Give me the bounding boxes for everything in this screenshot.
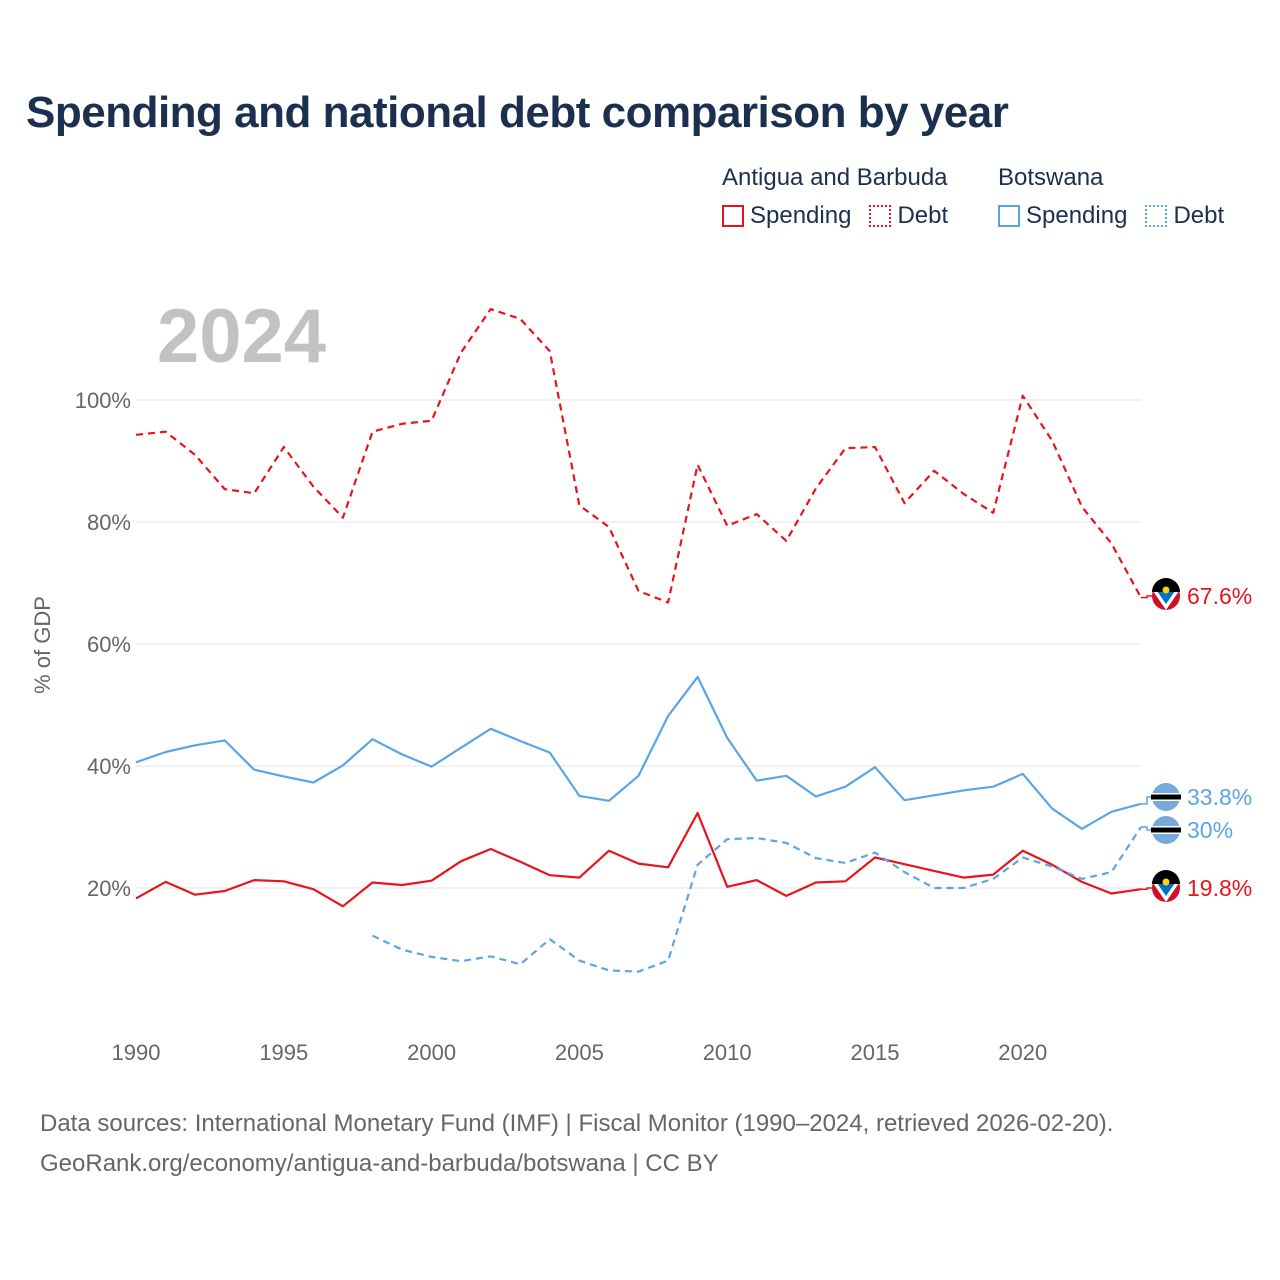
series-end-label: 19.8%	[1187, 875, 1252, 901]
series-line	[135, 811, 1142, 908]
chart-title: Spending and national debt comparison by…	[26, 88, 1009, 137]
end-connector	[1141, 887, 1152, 890]
series-line	[135, 675, 1142, 830]
end-connector	[1141, 796, 1152, 805]
series-end-label: 33.8%	[1187, 784, 1252, 810]
x-tick-label: 2020	[998, 1040, 1047, 1065]
y-tick-label: 60%	[87, 632, 131, 657]
legend-item-label: Debt	[897, 202, 949, 229]
legend-country-label: Botswana	[998, 164, 1104, 191]
year-watermark: 2024	[157, 294, 326, 379]
legend-swatch-dotted	[1145, 205, 1168, 227]
footer: Data sources: International Monetary Fun…	[40, 1104, 1113, 1184]
legend-item-antigua-spending[interactable]: Spending	[722, 202, 851, 230]
legend-item-botswana-debt[interactable]: Debt	[1145, 202, 1224, 230]
series-end-label: 67.6%	[1187, 583, 1252, 609]
legend-group-botswana: Botswana Spending Debt	[998, 160, 1224, 230]
legend-swatch-solid	[998, 205, 1020, 227]
y-tick-label: 40%	[87, 754, 131, 779]
footer-attribution: GeoRank.org/economy/antigua-and-barbuda/…	[40, 1150, 719, 1177]
end-connector	[1141, 826, 1152, 831]
legend-item-label: Spending	[750, 202, 852, 229]
legend-item-label: Spending	[1026, 202, 1128, 229]
legend-swatch-dotted	[869, 205, 892, 227]
legend-swatch-solid	[722, 205, 744, 227]
x-tick-label: 1995	[259, 1040, 308, 1065]
series-end-label: 30%	[1187, 817, 1233, 843]
x-tick-label: 2010	[703, 1040, 752, 1065]
y-axis-label: % of GDP	[30, 596, 55, 694]
x-tick-label: 2015	[850, 1040, 899, 1065]
footer-sources: Data sources: International Monetary Fun…	[40, 1110, 1114, 1137]
botswana-flag-icon	[1151, 816, 1181, 844]
legend-item-label: Debt	[1173, 202, 1225, 229]
legend-group-antigua: Antigua and Barbuda Spending Debt	[722, 160, 948, 230]
legend-item-botswana-spending[interactable]: Spending	[998, 202, 1127, 230]
series-line	[372, 826, 1142, 973]
x-tick-label: 1990	[112, 1040, 161, 1065]
antigua-flag-icon	[1152, 578, 1180, 610]
x-tick-label: 2000	[407, 1040, 456, 1065]
antigua-flag-icon	[1152, 870, 1180, 902]
legend-country-label: Antigua and Barbuda	[722, 164, 948, 191]
end-connector	[1141, 595, 1152, 599]
y-tick-label: 20%	[87, 876, 131, 901]
series-line	[135, 308, 1142, 604]
y-tick-label: 80%	[87, 510, 131, 535]
x-tick-label: 2005	[555, 1040, 604, 1065]
botswana-flag-icon	[1151, 783, 1181, 811]
y-tick-label: 100%	[75, 388, 131, 413]
legend-item-antigua-debt[interactable]: Debt	[869, 202, 948, 230]
